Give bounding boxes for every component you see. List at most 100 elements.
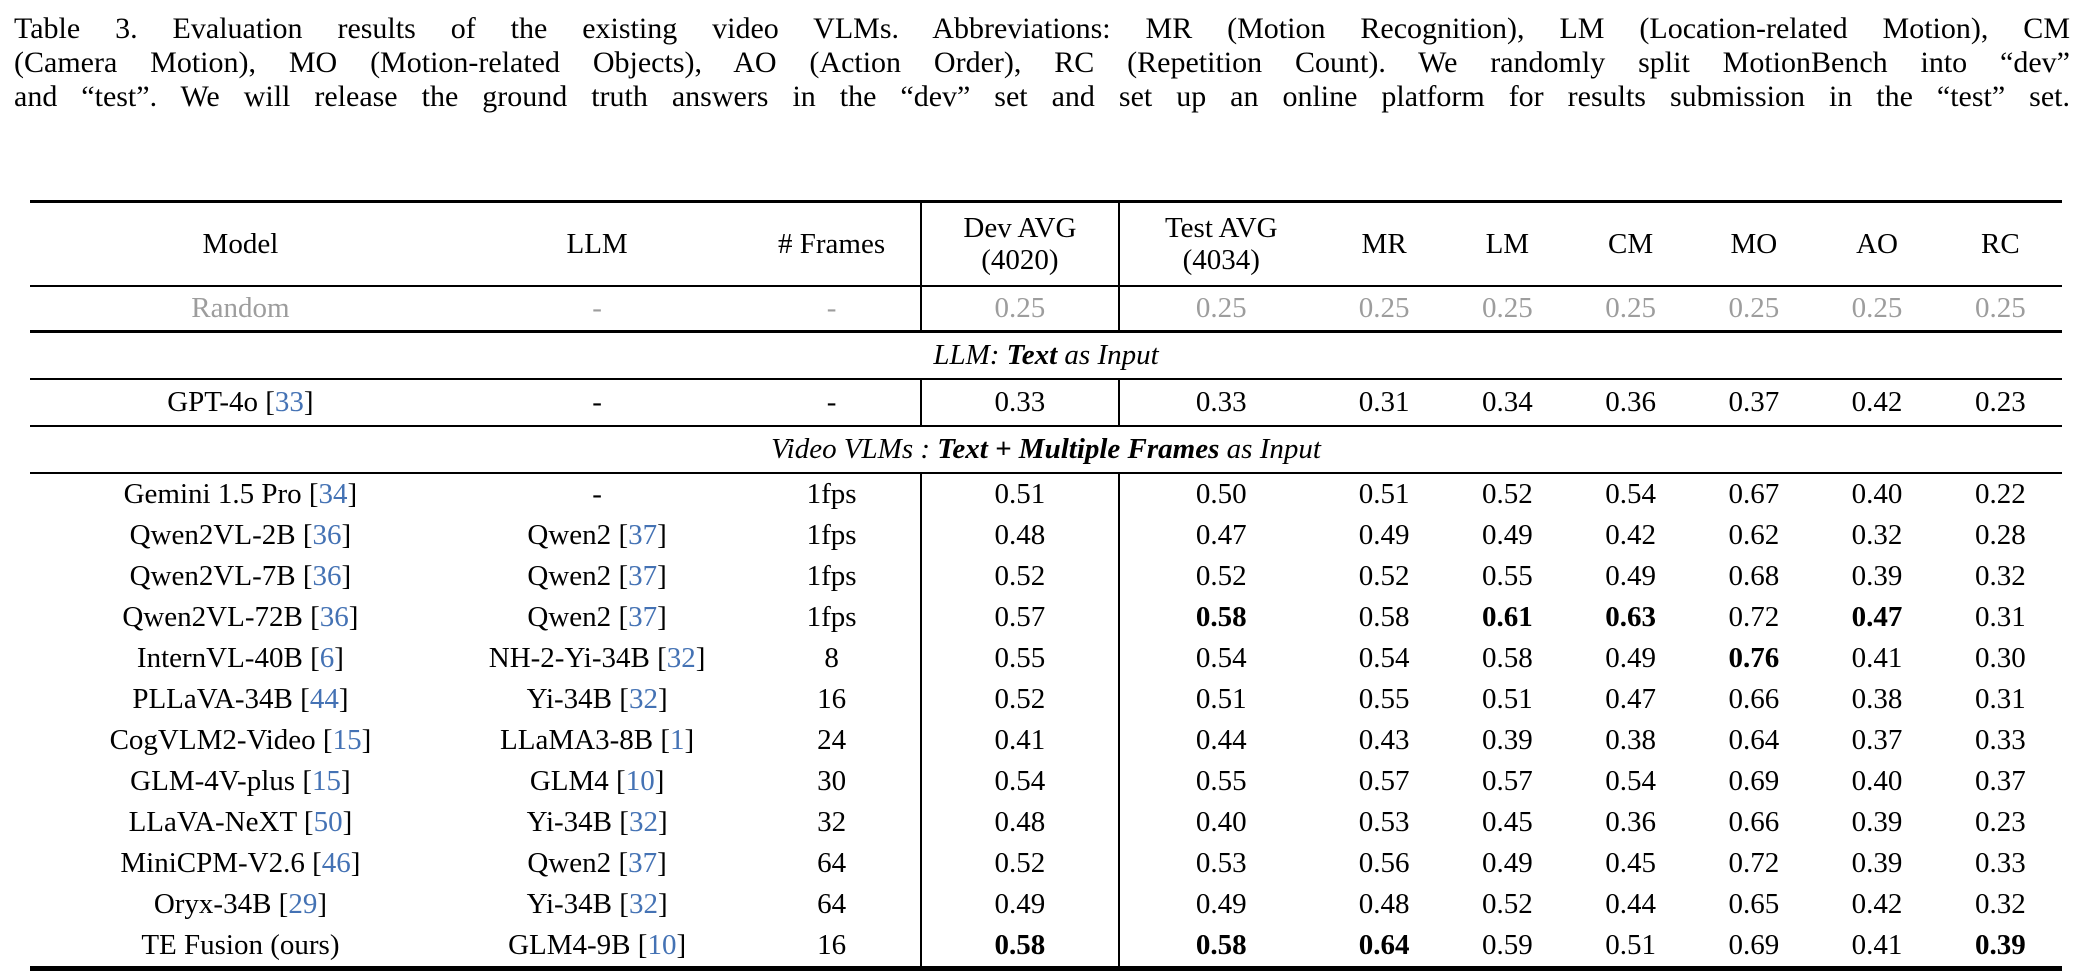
value-cell-dev_avg: 0.54 bbox=[919, 761, 1120, 802]
citation-link[interactable]: 37 bbox=[628, 601, 658, 633]
value-cell-ao: 0.37 bbox=[1851, 724, 1903, 756]
citation-link[interactable]: 50 bbox=[313, 806, 343, 838]
citation-link[interactable]: 36 bbox=[319, 601, 349, 633]
llm-cell: - bbox=[592, 386, 602, 418]
table-row: MiniCPM-V2.6 [46] Qwen2 [37] 64 0.52 0.53 0.5… bbox=[30, 843, 2062, 884]
value-cell-lm: 0.55 bbox=[1481, 560, 1533, 592]
citation-link[interactable]: 46 bbox=[321, 847, 351, 879]
value-cell-cm: 0.54 bbox=[1605, 765, 1656, 797]
frames-cell: 1fps bbox=[806, 560, 857, 592]
frames-cell: 32 bbox=[817, 806, 847, 838]
citation-link[interactable]: 33 bbox=[274, 386, 304, 418]
citation-link[interactable]: 6 bbox=[319, 642, 335, 674]
citation-link[interactable]: 10 bbox=[647, 929, 677, 961]
llm-cell: - bbox=[592, 292, 602, 324]
citation-link[interactable]: 1 bbox=[670, 724, 685, 756]
frames-cell: 1fps bbox=[806, 519, 857, 551]
table-row: PLLaVA-34B [44] Yi-34B [32] 16 0.52 0.51 0.55… bbox=[30, 679, 2062, 720]
value-cell-mr: 0.57 bbox=[1358, 765, 1410, 797]
value-cell-lm: 0.57 bbox=[1481, 765, 1533, 797]
value-cell-cm: 0.36 bbox=[1605, 386, 1656, 418]
value-cell-rc: 0.28 bbox=[1974, 519, 2026, 551]
value-cell-mo: 0.65 bbox=[1728, 888, 1780, 920]
llm-cell: Qwen2 [37] bbox=[527, 519, 667, 551]
model-cell: Qwen2VL-2B [36] bbox=[129, 519, 352, 551]
value-cell-lm: 0.58 bbox=[1481, 642, 1533, 674]
citation-link[interactable]: 10 bbox=[625, 765, 655, 797]
citation-link[interactable]: 15 bbox=[332, 724, 362, 756]
citation-link[interactable]: 37 bbox=[628, 847, 658, 879]
value-cell-test_avg: 0.58 bbox=[1118, 925, 1323, 969]
value-cell-cm: 0.47 bbox=[1605, 683, 1656, 715]
citation-link[interactable]: 44 bbox=[309, 683, 339, 715]
value-cell-mr: 0.58 bbox=[1358, 601, 1410, 633]
model-cell: Gemini 1.5 Pro [34] bbox=[123, 478, 358, 510]
value-cell-test_avg: 0.53 bbox=[1118, 843, 1323, 884]
header-ao: AO bbox=[1856, 228, 1898, 260]
value-cell-mo: 0.72 bbox=[1728, 601, 1780, 633]
citation-link[interactable]: 32 bbox=[628, 683, 658, 715]
value-cell-ao: 0.38 bbox=[1851, 683, 1903, 715]
citation-link[interactable]: 32 bbox=[628, 888, 658, 920]
frames-cell: 24 bbox=[817, 724, 847, 756]
model-cell: MiniCPM-V2.6 [46] bbox=[120, 847, 361, 879]
llm-cell: NH-2-Yi-34B [32] bbox=[488, 642, 706, 674]
frames-cell: 16 bbox=[817, 929, 847, 961]
value-cell-cm: 0.63 bbox=[1605, 601, 1656, 633]
value-cell-mr: 0.31 bbox=[1358, 386, 1410, 418]
header-llm: LLM bbox=[566, 228, 628, 260]
value-cell-test_avg: 0.52 bbox=[1118, 556, 1323, 597]
citation-link[interactable]: 32 bbox=[666, 642, 696, 674]
value-cell-test_avg: 0.49 bbox=[1118, 884, 1323, 925]
section-header-label: LLM: Text as Input bbox=[933, 339, 1159, 371]
citation-link[interactable]: 34 bbox=[318, 478, 348, 510]
value-cell-lm: 0.59 bbox=[1481, 929, 1533, 961]
value-cell-rc: 0.37 bbox=[1974, 765, 2026, 797]
model-cell: LLaVA-NeXT [50] bbox=[128, 806, 353, 838]
header-rc: RC bbox=[1980, 228, 2020, 260]
llm-cell: Yi-34B [32] bbox=[526, 806, 668, 838]
value-cell-lm: 0.61 bbox=[1481, 601, 1533, 633]
citation-link[interactable]: 37 bbox=[628, 519, 658, 551]
llm-cell: GLM4-9B [10] bbox=[508, 929, 687, 961]
value-cell-rc: 0.39 bbox=[1974, 929, 2026, 961]
value-cell-cm: 0.42 bbox=[1605, 519, 1656, 551]
citation-link[interactable]: 29 bbox=[288, 888, 318, 920]
model-cell: GPT-4o [33] bbox=[167, 386, 314, 418]
citation-link[interactable]: 15 bbox=[311, 765, 341, 797]
table-row: Qwen2VL-2B [36] Qwen2 [37] 1fps 0.48 0.47 0.4… bbox=[30, 515, 2062, 556]
value-cell-dev_avg: 0.33 bbox=[919, 379, 1120, 426]
value-cell-ao: 0.41 bbox=[1851, 642, 1903, 674]
header-frames: # Frames bbox=[778, 228, 886, 260]
value-cell-ao: 0.42 bbox=[1851, 888, 1903, 920]
value-cell-mo: 0.72 bbox=[1728, 847, 1780, 879]
frames-cell: 30 bbox=[817, 765, 847, 797]
model-cell: Oryx-34B [29] bbox=[153, 888, 328, 920]
citation-link[interactable]: 32 bbox=[628, 806, 658, 838]
citation-link[interactable]: 37 bbox=[628, 560, 658, 592]
header-lm: LM bbox=[1485, 228, 1530, 260]
value-cell-dev_avg: 0.25 bbox=[919, 286, 1120, 332]
llm-cell: - bbox=[592, 478, 602, 510]
value-cell-rc: 0.33 bbox=[1974, 724, 2026, 756]
value-cell-lm: 0.49 bbox=[1481, 519, 1533, 551]
value-cell-test_avg: 0.51 bbox=[1118, 679, 1323, 720]
frames-cell: 8 bbox=[824, 642, 839, 674]
citation-link[interactable]: 36 bbox=[312, 560, 342, 592]
header-mr: MR bbox=[1361, 228, 1407, 260]
header-row: Model LLM # Frames Dev AVG (4020) Test A… bbox=[30, 201, 2062, 286]
model-cell: InternVL-40B [6] bbox=[136, 642, 344, 674]
table-row: Random - -0.25 0.25 0.25 0.25 0.25 0.25 0.25 0.25 bbox=[30, 286, 2062, 332]
value-cell-mr: 0.53 bbox=[1358, 806, 1410, 838]
value-cell-test_avg: 0.50 bbox=[1118, 473, 1323, 515]
table-row: Gemini 1.5 Pro [34] -1fps 0.51 0.50 0.51 0.52… bbox=[30, 473, 2062, 515]
citation-link[interactable]: 36 bbox=[312, 519, 342, 551]
value-cell-mo: 0.69 bbox=[1728, 929, 1780, 961]
value-cell-dev_avg: 0.58 bbox=[919, 925, 1120, 969]
results-table: Model LLM # Frames Dev AVG (4020) Test A… bbox=[30, 200, 2062, 971]
table-row: GLM-4V-plus [15] GLM4 [10] 30 0.54 0.55 0.57 0… bbox=[30, 761, 2062, 802]
value-cell-mr: 0.48 bbox=[1358, 888, 1410, 920]
llm-cell: Qwen2 [37] bbox=[527, 847, 667, 879]
value-cell-mr: 0.64 bbox=[1358, 929, 1410, 961]
